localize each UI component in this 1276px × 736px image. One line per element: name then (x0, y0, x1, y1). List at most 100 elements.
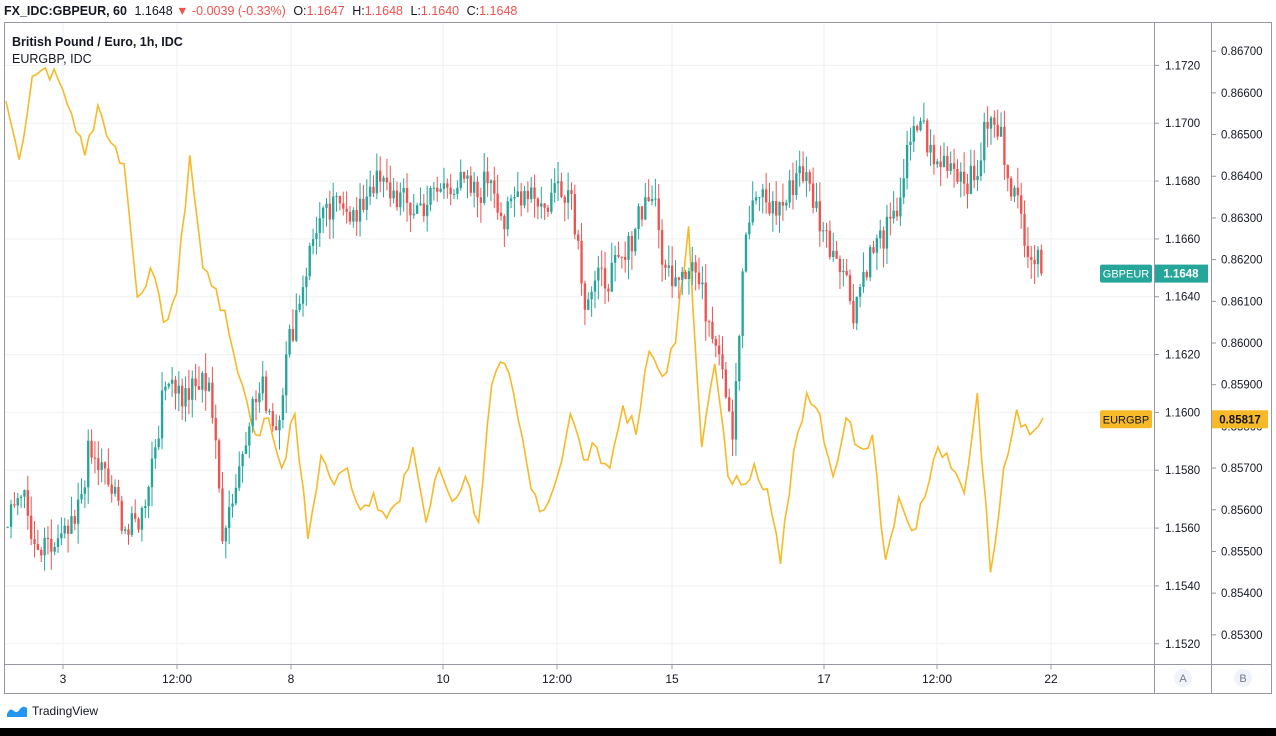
candle-body (227, 506, 231, 528)
candle-body (519, 191, 523, 206)
candle-body (503, 216, 506, 230)
candle-body (452, 193, 456, 195)
scale-a-tick-label: 1.1520 (1165, 639, 1200, 651)
candle-body (426, 204, 429, 217)
candle-body (711, 321, 714, 339)
candle-body (274, 426, 278, 431)
candle-body (100, 462, 103, 471)
candle-body (321, 207, 325, 219)
candle-body (691, 262, 694, 272)
candle-body (587, 299, 590, 310)
time-axis: 3 12:00 8 10 12:00 15 17 12:00 22 A B (60, 664, 1252, 687)
candle-body (838, 258, 842, 273)
candle-body (472, 181, 476, 193)
candle-body (217, 440, 221, 489)
candle-body (805, 172, 808, 182)
candle-body (442, 183, 446, 189)
candle-body (570, 190, 573, 194)
candle-body (627, 235, 630, 260)
scale-a-tick-label: 1.1540 (1165, 581, 1200, 593)
candle-body (392, 190, 395, 199)
candle-body (150, 458, 154, 488)
candle-body (382, 177, 385, 182)
candle-body (939, 161, 942, 168)
candle-body (909, 141, 912, 146)
candle-body (607, 288, 610, 292)
candle-body (318, 218, 321, 234)
eurgbp-series (5, 66, 1044, 573)
candle-body (785, 202, 788, 206)
symbol-label[interactable]: FX_IDC:GBPEUR, 60 (4, 4, 127, 18)
candle-body (962, 171, 966, 184)
candle-body (1036, 249, 1040, 265)
candle-body (40, 549, 43, 556)
candle-body (1006, 165, 1009, 179)
candle-body (305, 276, 308, 288)
candle-body (197, 386, 201, 390)
scale-b-tick-label: 0.86600 (1221, 88, 1263, 100)
candle-body (996, 124, 999, 137)
candle-body (697, 272, 701, 285)
candle-body (889, 216, 892, 219)
scale-b-tick-label: 0.85700 (1221, 463, 1263, 475)
candle-body (832, 250, 835, 258)
candle-body (348, 211, 352, 222)
scale-a-button[interactable] (1174, 669, 1192, 687)
scale-b-tick-label: 0.86500 (1221, 130, 1263, 142)
candle-body (882, 230, 885, 249)
candle-body (33, 538, 36, 545)
candle-body (264, 376, 268, 412)
candle-body (50, 538, 53, 552)
candle-body (379, 170, 382, 182)
candle-body (315, 233, 318, 240)
gbpeur-name-label: GBPEUR (1103, 269, 1150, 281)
candle-body (167, 383, 170, 387)
candle-body (751, 200, 754, 223)
candle-body (707, 321, 711, 323)
candle-body (496, 193, 499, 213)
candle-body (714, 338, 717, 346)
footer (0, 694, 1276, 728)
overlay-label: EURGBP, IDC (12, 52, 92, 66)
time-tick-label: 22 (1044, 672, 1058, 686)
candle-body (758, 197, 761, 199)
candle-body (46, 537, 50, 539)
scale-b-button[interactable] (1234, 669, 1252, 687)
candle-body (459, 171, 462, 188)
candle-body (573, 193, 577, 235)
candle-body (885, 216, 889, 249)
candle-body (670, 265, 674, 287)
candle-body (583, 283, 587, 310)
candle-body (201, 372, 204, 390)
candle-body (677, 277, 681, 280)
candle-body (365, 196, 368, 210)
candle-body (704, 282, 707, 322)
candle-body (983, 121, 986, 161)
candle-body (845, 270, 848, 276)
candle-body (556, 181, 560, 184)
gbpeur-value-tag (1155, 264, 1208, 283)
chart-area[interactable]: 1.1520 1.1540 1.1560 1.1580 1.1600 1.1620 1.16… (0, 22, 1276, 694)
scale-a-tick-label: 1.1600 (1165, 407, 1200, 419)
candle-body (80, 493, 83, 500)
open-value: 1.1647 (306, 4, 345, 18)
candle-body (687, 271, 691, 280)
candle-body (1016, 187, 1020, 196)
scale-a-tick-label: 1.1640 (1165, 292, 1200, 304)
candle-body (140, 507, 144, 530)
symbol-header: FX_IDC:GBPEUR, 60 1.1648 ▼ -0.0039 (-0.3… (0, 0, 1276, 22)
candle-body (959, 171, 962, 182)
candle-body (170, 379, 174, 384)
tradingview-logo[interactable]: TradingView (6, 704, 98, 718)
candle-body (16, 498, 19, 506)
candle-body (818, 201, 822, 232)
candle-body (1033, 259, 1036, 265)
candle-body (801, 166, 805, 182)
candle-body (395, 190, 399, 208)
candle-body (402, 188, 405, 193)
scale-b-tick-label: 0.85400 (1221, 588, 1263, 600)
candle-body (966, 183, 969, 194)
candle-body (868, 247, 872, 278)
candle-body (271, 411, 274, 427)
candle-body (848, 275, 852, 302)
